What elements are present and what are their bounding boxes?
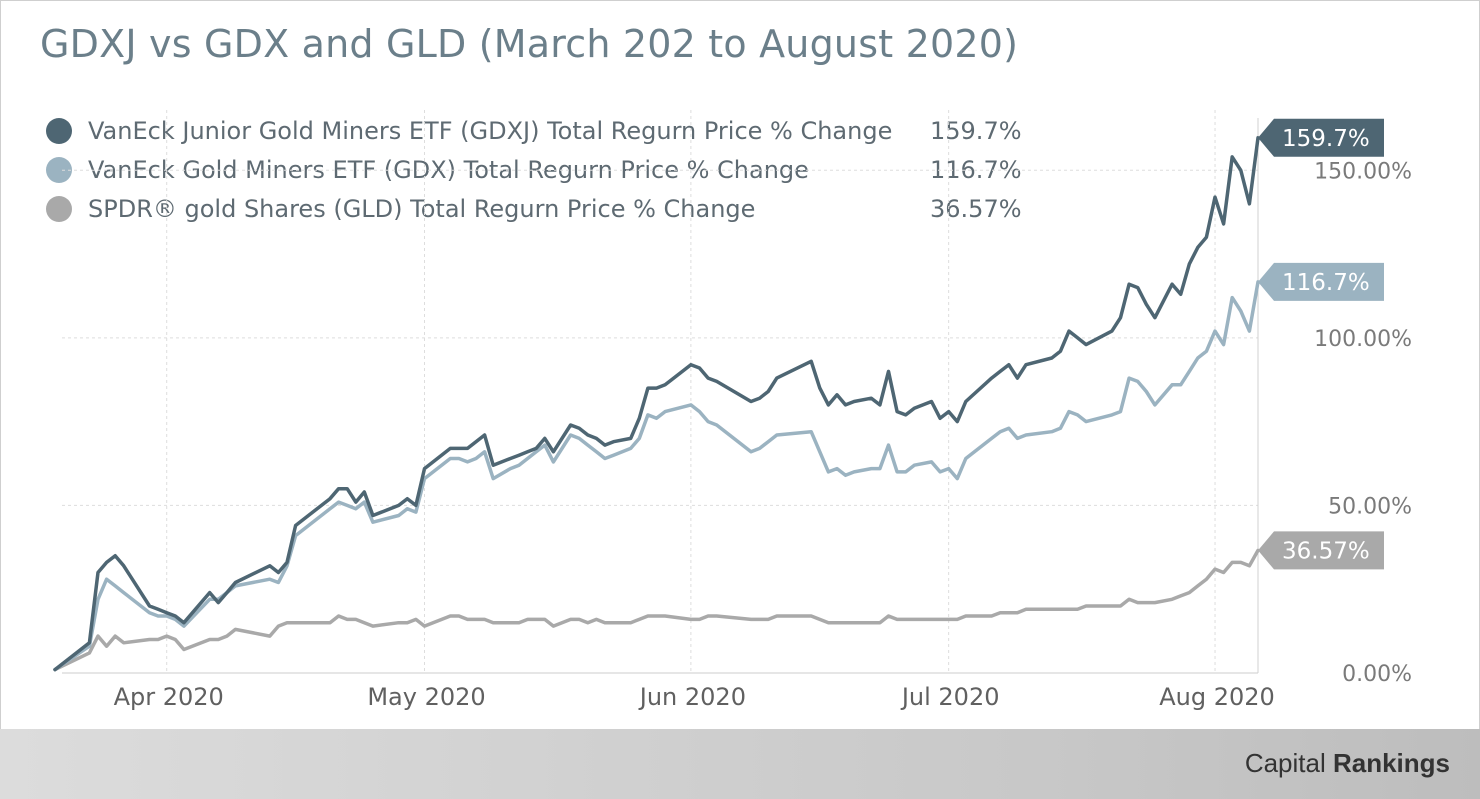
y-tick-label-2: 100.00% [1314,327,1412,352]
end-tag-label-1: 116.7% [1282,270,1370,296]
y-tick-label-1: 50.00% [1328,494,1412,519]
x-tick-label-0: Apr 2020 [114,683,224,711]
legend-dot-gdxj [46,118,72,144]
legend-label-gld: SPDR® gold Shares (GLD) Total Regurn Pri… [88,195,756,223]
legend-value-gld: 36.57% [930,195,1022,223]
legend-dot-gdx [46,157,72,183]
x-tick-label-1: May 2020 [367,683,485,711]
brand-bold: Rankings [1332,748,1450,778]
brand-logo: Capital Rankings [1245,748,1450,779]
legend-label-gdxj: VanEck Junior Gold Miners ETF (GDXJ) Tot… [88,117,893,145]
chart-title: GDXJ vs GDX and GLD (March 202 to August… [40,22,1019,66]
line-chart: 0.00% 50.00% 100.00% 150.00% Apr 2020 May 202… [53,110,1412,711]
brand-light: Capital [1244,748,1333,778]
end-tag-2 [1258,531,1384,570]
end-tag-label-0: 159.7% [1282,126,1370,152]
end-tag-label-2: 36.57% [1282,538,1370,564]
x-tick-label-3: Jul 2020 [900,683,1000,711]
y-tick-label-3: 150.00% [1314,159,1412,184]
end-tag-0 [1258,118,1384,157]
legend-value-gdxj: 159.7% [930,117,1022,145]
y-tick-label-0: 0.00% [1342,662,1412,687]
x-tick-label-4: Aug 2020 [1159,683,1275,711]
x-tick-label-2: Jun 2020 [638,683,746,711]
series-line-0 [53,136,1260,672]
end-tag-1 [1258,262,1384,301]
series-line-2 [53,548,1260,672]
legend-dot-gld [46,196,72,222]
footer-bar [0,729,1480,799]
